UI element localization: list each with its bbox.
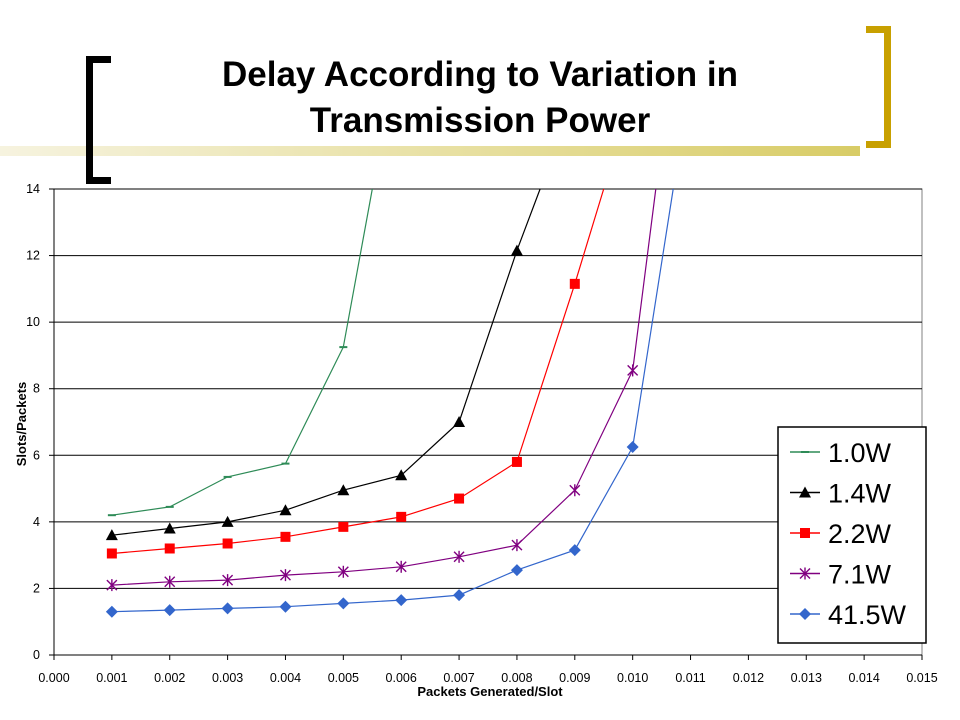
x-tick-label: 0.011 [675, 671, 705, 685]
data-point [105, 605, 118, 618]
data-point [799, 608, 811, 620]
decorative-bar [0, 146, 860, 156]
data-point [337, 597, 350, 610]
legend-entry: 1.0W [790, 438, 892, 468]
data-point [279, 569, 291, 582]
x-tick-label: 0.008 [501, 671, 532, 685]
legend-label: 1.4W [828, 479, 892, 509]
x-tick-label: 0.000 [38, 671, 69, 685]
x-tick-label: 0.014 [848, 671, 879, 685]
x-tick-label: 0.013 [791, 671, 822, 685]
x-tick-label: 0.002 [154, 671, 185, 685]
data-point [395, 469, 408, 481]
data-point [510, 244, 523, 256]
data-point [106, 579, 118, 592]
data-point [222, 574, 234, 587]
data-point [396, 511, 407, 522]
data-point [800, 528, 810, 538]
series-41.5W [105, 188, 674, 618]
data-point [511, 539, 523, 552]
y-tick-label: 2 [33, 581, 40, 595]
data-point [337, 484, 350, 496]
legend-label: 41.5W [828, 600, 907, 630]
data-point [510, 564, 523, 577]
data-point [453, 550, 465, 563]
x-axis-title: Packets Generated/Slot [417, 684, 563, 699]
y-tick-label: 0 [33, 648, 40, 662]
data-point [395, 594, 408, 607]
data-point [626, 440, 639, 453]
slide-title: Delay According to Variation in Transmis… [120, 52, 840, 144]
series-7.1W [106, 188, 657, 592]
x-tick-label: 0.001 [96, 671, 127, 685]
y-tick-label: 12 [26, 249, 40, 263]
legend-label: 2.2W [828, 519, 892, 549]
data-point [338, 521, 349, 532]
x-tick-label: 0.015 [906, 671, 937, 685]
series-layer [105, 188, 674, 618]
x-tick-label: 0.005 [328, 671, 359, 685]
y-tick-label: 8 [33, 382, 40, 396]
legend-label: 7.1W [828, 560, 892, 590]
data-point [454, 493, 465, 504]
data-point [221, 515, 234, 527]
series-1.4W [105, 188, 541, 541]
data-point [280, 531, 291, 542]
data-point [163, 604, 176, 617]
y-tick-label: 10 [26, 315, 40, 329]
x-tick-label: 0.009 [559, 671, 590, 685]
data-point [164, 575, 176, 588]
data-point [453, 589, 466, 602]
x-tick-label: 0.007 [443, 671, 474, 685]
data-point [799, 486, 811, 498]
x-tick-label: 0.006 [386, 671, 417, 685]
legend: 1.0W 1.4W 2.2W 7.1W 41.5W [777, 426, 927, 644]
y-tick-label: 4 [33, 515, 40, 529]
series-2.2W [106, 188, 605, 559]
series-line [111, 188, 605, 555]
right-bracket-decoration [866, 26, 891, 148]
data-point [453, 416, 466, 427]
data-point [569, 278, 580, 289]
legend-entry: 1.4W [790, 479, 892, 509]
legend-label: 1.0W [828, 438, 892, 468]
title-line-2: Transmission Power [309, 101, 651, 140]
legend-entry: 2.2W [790, 519, 892, 549]
data-point [627, 364, 639, 377]
data-point [221, 602, 234, 615]
data-point [799, 567, 811, 580]
legend-entry: 7.1W [790, 560, 892, 590]
data-point [106, 548, 117, 559]
data-point [511, 456, 522, 467]
data-point [337, 565, 349, 578]
data-point [568, 544, 581, 557]
legend-entry: 41.5W [790, 600, 907, 630]
data-point [279, 504, 292, 516]
data-point [395, 560, 407, 573]
x-tick-label: 0.010 [617, 671, 648, 685]
left-bracket-decoration [86, 56, 111, 184]
grid-lines [53, 188, 923, 656]
title-line-1: Delay According to Variation in [221, 55, 739, 94]
axes: 0 2 4 6 8 10 12 14 0.000 0.001 0.002 0.003 0.004 0.00… [26, 182, 938, 685]
series-1.0W [107, 188, 373, 517]
data-point [105, 529, 118, 541]
y-tick-label: 6 [33, 448, 40, 462]
x-tick-label: 0.012 [733, 671, 764, 685]
data-point [163, 522, 176, 534]
y-tick-label: 14 [26, 182, 40, 196]
data-point [569, 484, 581, 497]
data-point [279, 600, 292, 613]
y-axis-title: Slots/Packets [14, 382, 29, 467]
x-tick-label: 0.003 [212, 671, 243, 685]
data-point [164, 543, 175, 554]
series-line [111, 188, 373, 516]
x-tick-label: 0.004 [270, 671, 301, 685]
data-point [222, 538, 233, 549]
